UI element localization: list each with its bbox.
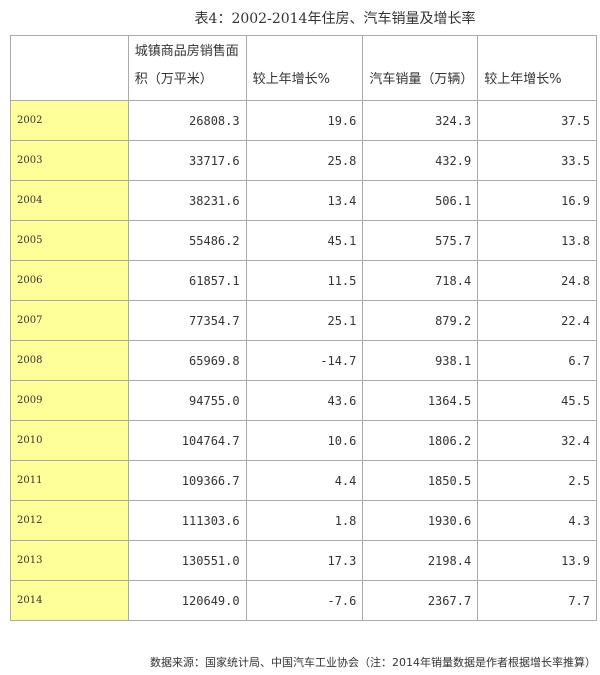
year-cell: 2013 — [10, 540, 129, 581]
table-row: 2005 55486.2 45.1 575.7 13.8 — [10, 220, 597, 261]
value-cell: 37.5 — [477, 100, 597, 141]
value-cell: 2.5 — [477, 460, 597, 501]
table-row: 2014 120649.0 -7.6 2367.7 7.7 — [10, 580, 597, 621]
year-cell: 2009 — [10, 380, 129, 421]
value-cell: 6.7 — [477, 340, 597, 381]
table-row: 2006 61857.1 11.5 718.4 24.8 — [10, 260, 597, 301]
column-header: 较上年增长% — [477, 35, 597, 101]
value-cell: 2198.4 — [362, 540, 479, 581]
value-cell: 1.8 — [245, 500, 364, 541]
value-cell: 25.1 — [245, 300, 364, 341]
value-cell: 1806.2 — [362, 420, 479, 461]
value-cell: -14.7 — [245, 340, 364, 381]
value-cell: 43.6 — [245, 380, 364, 421]
table-title: 表4：2002-2014年住房、汽车销量及增长率 — [194, 11, 476, 27]
table-row: 2011 109366.7 4.4 1850.5 2.5 — [10, 460, 597, 501]
table-row: 2010 104764.7 10.6 1806.2 32.4 — [10, 420, 597, 461]
value-cell: 45.1 — [245, 220, 364, 261]
table-row: 2013 130551.0 17.3 2198.4 13.9 — [10, 540, 597, 581]
year-cell: 2002 — [10, 100, 129, 141]
value-cell: 61857.1 — [127, 260, 247, 301]
value-cell: 879.2 — [362, 300, 479, 341]
table-row: 2004 38231.6 13.4 506.1 16.9 — [10, 180, 597, 221]
value-cell: 19.6 — [245, 100, 364, 141]
value-cell: 1930.6 — [362, 500, 479, 541]
value-cell: 16.9 — [477, 180, 597, 221]
table-row: 2003 33717.6 25.8 432.9 33.5 — [10, 140, 597, 181]
value-cell: 130551.0 — [127, 540, 247, 581]
value-cell: -7.6 — [245, 580, 364, 621]
column-header: 城镇商品房销售面积（万平米） — [127, 35, 247, 101]
value-cell: 33.5 — [477, 140, 597, 181]
year-cell: 2005 — [10, 220, 129, 261]
value-cell: 65969.8 — [127, 340, 247, 381]
value-cell: 506.1 — [362, 180, 479, 221]
value-cell: 25.8 — [245, 140, 364, 181]
value-cell: 13.8 — [477, 220, 597, 261]
year-cell: 2004 — [10, 180, 129, 221]
footnote: 数据来源：国家统计局、中国汽车工业协会（注：2014年销量数据是作者根据增长率推… — [150, 656, 596, 669]
value-cell: 13.4 — [245, 180, 364, 221]
table-row: 2008 65969.8 -14.7 938.1 6.7 — [10, 340, 597, 381]
year-cell: 2007 — [10, 300, 129, 341]
value-cell: 938.1 — [362, 340, 479, 381]
year-cell: 2011 — [10, 460, 129, 501]
value-cell: 94755.0 — [127, 380, 247, 421]
year-cell: 2006 — [10, 260, 129, 301]
value-cell: 111303.6 — [127, 500, 247, 541]
value-cell: 1850.5 — [362, 460, 479, 501]
column-header: 较上年增长% — [245, 35, 364, 101]
value-cell: 324.3 — [362, 100, 479, 141]
value-cell: 10.6 — [245, 420, 364, 461]
table-row: 2002 26808.3 19.6 324.3 37.5 — [10, 100, 597, 141]
value-cell: 432.9 — [362, 140, 479, 181]
value-cell: 718.4 — [362, 260, 479, 301]
column-header: 汽车销量（万辆） — [362, 35, 479, 101]
table-row: 2009 94755.0 43.6 1364.5 45.5 — [10, 380, 597, 421]
value-cell: 32.4 — [477, 420, 597, 461]
value-cell: 17.3 — [245, 540, 364, 581]
value-cell: 22.4 — [477, 300, 597, 341]
value-cell: 104764.7 — [127, 420, 247, 461]
header-row: 城镇商品房销售面积（万平米） 较上年增长% 汽车销量（万辆） 较上年增长% — [10, 35, 597, 101]
value-cell: 11.5 — [245, 260, 364, 301]
value-cell: 38231.6 — [127, 180, 247, 221]
table-row: 2007 77354.7 25.1 879.2 22.4 — [10, 300, 597, 341]
year-cell: 2008 — [10, 340, 129, 381]
year-cell: 2003 — [10, 140, 129, 181]
table-row: 2012 111303.6 1.8 1930.6 4.3 — [10, 500, 597, 541]
value-cell: 4.4 — [245, 460, 364, 501]
year-cell: 2012 — [10, 500, 129, 541]
year-cell: 2014 — [10, 580, 129, 621]
column-header — [10, 35, 129, 101]
value-cell: 7.7 — [477, 580, 597, 621]
year-cell: 2010 — [10, 420, 129, 461]
value-cell: 33717.6 — [127, 140, 247, 181]
value-cell: 109366.7 — [127, 460, 247, 501]
value-cell: 13.9 — [477, 540, 597, 581]
data-table: 城镇商品房销售面积（万平米） 较上年增长% 汽车销量（万辆） 较上年增长% 2002 26… — [10, 35, 597, 621]
value-cell: 45.5 — [477, 380, 597, 421]
value-cell: 24.8 — [477, 260, 597, 301]
value-cell: 575.7 — [362, 220, 479, 261]
value-cell: 77354.7 — [127, 300, 247, 341]
value-cell: 1364.5 — [362, 380, 479, 421]
value-cell: 55486.2 — [127, 220, 247, 261]
value-cell: 120649.0 — [127, 580, 247, 621]
value-cell: 2367.7 — [362, 580, 479, 621]
value-cell: 4.3 — [477, 500, 597, 541]
value-cell: 26808.3 — [127, 100, 247, 141]
